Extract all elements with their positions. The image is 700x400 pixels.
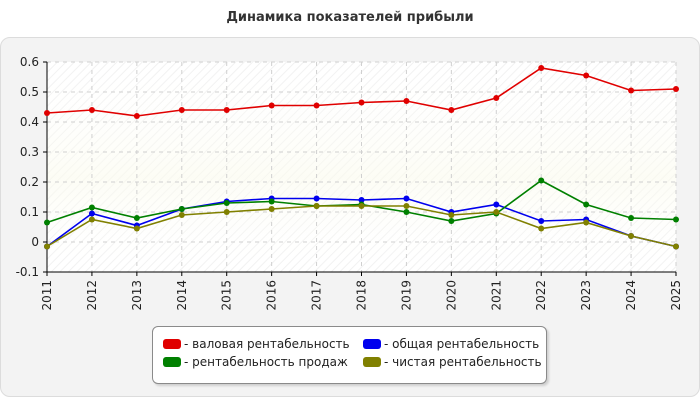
data-point xyxy=(44,219,50,226)
data-point xyxy=(628,233,635,239)
chart-title: Динамика показателей прибыли xyxy=(226,10,474,25)
y-tick-label: 0.1 xyxy=(20,205,39,219)
data-point xyxy=(673,216,679,223)
data-point xyxy=(313,195,320,202)
data-point xyxy=(403,203,410,209)
data-point xyxy=(313,203,320,209)
y-tick-label: 0.6 xyxy=(20,55,39,69)
legend-item-gross: - валовая рентабельность xyxy=(163,337,350,351)
x-tick-label: 2016 xyxy=(265,280,279,311)
data-point xyxy=(538,218,545,224)
y-tick-label: 0.5 xyxy=(20,85,39,99)
data-point xyxy=(358,197,365,203)
legend-swatch-total xyxy=(363,339,381,349)
data-point xyxy=(583,72,590,79)
x-tick-label: 2011 xyxy=(40,280,54,311)
x-tick-label: 2014 xyxy=(175,280,189,311)
data-point xyxy=(268,198,275,205)
data-point xyxy=(223,107,230,113)
data-point xyxy=(178,206,185,212)
legend-swatch-net xyxy=(363,357,381,367)
y-tick-label: 0.2 xyxy=(20,175,39,189)
data-point xyxy=(673,243,679,250)
data-point xyxy=(448,107,455,113)
data-point xyxy=(448,212,455,218)
x-tick-label: 2017 xyxy=(310,280,324,311)
x-tick-label: 2024 xyxy=(624,280,638,311)
x-tick-label: 2019 xyxy=(399,280,413,311)
data-point xyxy=(673,86,679,92)
y-tick-label: 0.4 xyxy=(20,115,39,129)
data-point xyxy=(538,177,545,184)
legend-swatch-sales xyxy=(163,357,181,367)
data-point xyxy=(44,110,50,116)
data-point xyxy=(628,215,635,221)
legend-label-total: - общая рентабельность xyxy=(384,337,540,351)
data-point xyxy=(538,65,545,71)
data-point xyxy=(493,201,500,208)
data-point xyxy=(88,210,95,217)
data-point xyxy=(268,206,275,212)
y-tick-label: -0.1 xyxy=(16,265,39,279)
data-point xyxy=(88,216,95,223)
series-3 xyxy=(44,203,679,250)
data-point xyxy=(223,200,230,206)
data-point xyxy=(178,107,185,113)
data-point xyxy=(358,99,365,106)
data-point xyxy=(133,225,140,232)
data-point xyxy=(403,209,410,215)
y-tick-label: 0 xyxy=(31,235,39,249)
legend-label-net: - чистая рентабельность xyxy=(384,355,542,369)
data-point xyxy=(44,243,50,250)
data-point xyxy=(178,212,185,218)
data-point xyxy=(133,113,140,119)
x-tick-label: 2023 xyxy=(579,280,593,311)
data-point xyxy=(448,218,455,224)
data-point xyxy=(583,219,590,226)
data-point xyxy=(88,204,95,211)
data-point xyxy=(313,102,320,109)
data-point xyxy=(538,225,545,232)
data-point xyxy=(358,203,365,209)
legend-item-total: - общая рентабельность xyxy=(363,337,539,351)
y-tick-label: 0.3 xyxy=(20,145,39,159)
x-tick-label: 2021 xyxy=(489,280,503,311)
data-point xyxy=(493,95,500,101)
x-tick-label: 2015 xyxy=(220,280,234,311)
x-tick-label: 2025 xyxy=(669,280,683,311)
x-tick-label: 2013 xyxy=(130,280,144,311)
data-point xyxy=(403,195,410,202)
data-point xyxy=(88,107,95,113)
data-point xyxy=(403,98,410,104)
data-point xyxy=(583,201,590,208)
legend-label-sales: - рентабельность продаж xyxy=(184,355,348,369)
data-point xyxy=(223,209,230,215)
data-point xyxy=(493,209,500,215)
x-tick-label: 2022 xyxy=(534,280,548,311)
legend-item-net: - чистая рентабельность xyxy=(363,355,542,369)
legend-swatch-gross xyxy=(163,339,181,349)
x-tick-label: 2020 xyxy=(444,280,458,311)
data-point xyxy=(133,215,140,221)
series-0 xyxy=(44,65,679,119)
legend-item-sales: - рентабельность продаж xyxy=(163,355,348,369)
legend: - валовая рентабельность - общая рентабе… xyxy=(152,326,547,384)
x-tick-label: 2012 xyxy=(85,280,99,311)
data-point xyxy=(268,102,275,109)
data-point xyxy=(628,87,635,94)
x-tick-label: 2018 xyxy=(355,280,369,311)
legend-label-gross: - валовая рентабельность xyxy=(184,337,350,351)
